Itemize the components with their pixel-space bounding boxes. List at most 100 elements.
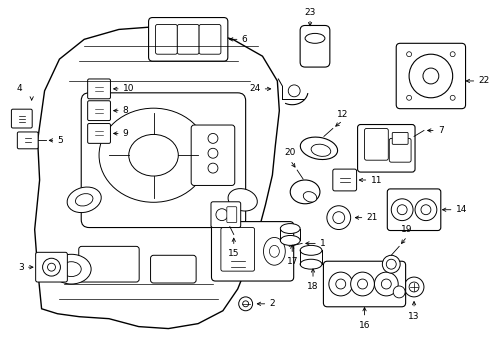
Circle shape [409,282,419,292]
Text: 13: 13 [408,312,420,321]
Text: 14: 14 [456,205,467,214]
FancyBboxPatch shape [88,123,110,143]
Circle shape [381,279,391,289]
Circle shape [208,163,218,173]
Ellipse shape [75,194,93,206]
Circle shape [421,205,431,215]
Circle shape [391,199,413,221]
Text: 2: 2 [270,299,275,308]
FancyBboxPatch shape [396,43,466,109]
Text: 3: 3 [18,263,24,272]
FancyBboxPatch shape [365,129,388,160]
Ellipse shape [300,259,322,269]
FancyBboxPatch shape [211,202,241,228]
Circle shape [409,54,453,98]
Circle shape [329,272,353,296]
FancyBboxPatch shape [155,24,177,54]
Ellipse shape [51,254,91,284]
FancyBboxPatch shape [227,207,237,222]
FancyBboxPatch shape [36,252,67,282]
Text: 7: 7 [438,126,443,135]
Ellipse shape [67,187,101,213]
Circle shape [415,199,437,221]
Circle shape [393,286,405,298]
Ellipse shape [305,33,325,43]
Circle shape [336,279,346,289]
Circle shape [386,259,396,269]
Circle shape [382,255,400,273]
FancyBboxPatch shape [191,125,235,185]
FancyBboxPatch shape [333,169,357,191]
Ellipse shape [303,192,317,202]
Ellipse shape [280,235,300,246]
Text: 16: 16 [359,321,370,330]
Text: 10: 10 [123,84,134,93]
FancyBboxPatch shape [212,222,294,281]
Text: 24: 24 [249,84,261,93]
Ellipse shape [270,246,279,257]
FancyBboxPatch shape [358,125,415,172]
Text: 23: 23 [304,8,316,17]
FancyBboxPatch shape [389,138,411,162]
Circle shape [423,68,439,84]
Text: 22: 22 [478,76,490,85]
FancyBboxPatch shape [150,255,196,283]
FancyBboxPatch shape [81,93,245,228]
Circle shape [397,205,407,215]
Text: 19: 19 [401,225,413,234]
Circle shape [43,258,60,276]
Text: 6: 6 [242,35,247,44]
Ellipse shape [99,108,208,202]
FancyBboxPatch shape [88,101,110,121]
Circle shape [374,272,398,296]
Text: 12: 12 [337,109,348,118]
Text: 5: 5 [57,136,63,145]
Circle shape [351,272,374,296]
Text: 11: 11 [370,176,382,185]
FancyBboxPatch shape [177,24,199,54]
FancyBboxPatch shape [221,228,255,271]
Ellipse shape [280,224,300,234]
Text: 1: 1 [320,239,326,248]
Circle shape [404,277,424,297]
Circle shape [333,212,344,224]
FancyBboxPatch shape [17,132,38,149]
Circle shape [407,52,412,57]
FancyBboxPatch shape [148,18,228,61]
Circle shape [208,134,218,143]
Text: 4: 4 [17,84,23,93]
Text: 15: 15 [228,249,240,258]
Text: 21: 21 [367,213,378,222]
FancyBboxPatch shape [387,189,441,230]
Text: 8: 8 [123,106,128,115]
FancyBboxPatch shape [323,261,406,307]
FancyBboxPatch shape [79,246,139,282]
FancyBboxPatch shape [88,79,110,99]
Circle shape [216,209,228,221]
Circle shape [358,279,368,289]
Ellipse shape [61,262,81,276]
Circle shape [239,297,252,311]
Circle shape [208,148,218,158]
Ellipse shape [311,144,331,156]
FancyBboxPatch shape [11,109,32,128]
Circle shape [407,95,412,100]
Circle shape [48,263,55,271]
Circle shape [327,206,351,230]
Ellipse shape [300,137,338,159]
FancyBboxPatch shape [199,24,221,54]
Circle shape [450,52,455,57]
Circle shape [288,85,300,97]
Ellipse shape [228,189,257,211]
Circle shape [450,95,455,100]
Text: 20: 20 [285,148,296,157]
Ellipse shape [264,238,285,265]
Polygon shape [35,27,279,329]
Ellipse shape [300,246,322,255]
Ellipse shape [129,134,178,176]
Ellipse shape [290,180,320,204]
Text: 9: 9 [123,129,128,138]
Text: 18: 18 [307,282,319,291]
FancyBboxPatch shape [392,132,408,144]
Text: 17: 17 [287,257,298,266]
